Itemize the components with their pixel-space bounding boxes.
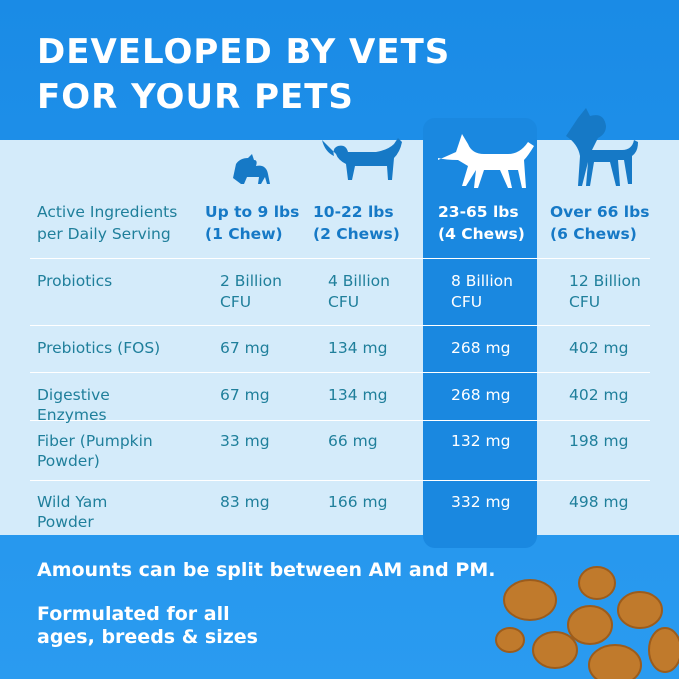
row-label: Prebiotics (FOS) <box>37 339 161 357</box>
row-divider <box>30 258 650 259</box>
column-header: 23-65 lbs (4 Chews) <box>438 203 525 243</box>
dog-icon <box>438 134 534 188</box>
chews <box>495 566 679 679</box>
dog-icon <box>322 138 402 180</box>
row-divider <box>30 480 650 481</box>
cell-value: 132 mg <box>451 432 511 450</box>
cell-value: 332 mg <box>451 493 511 511</box>
cell-value: 268 mg <box>451 339 511 357</box>
column-header: 10-22 lbs (2 Chews) <box>313 203 400 243</box>
cell-value: 4 Billion CFU <box>328 272 390 311</box>
column-header: Up to 9 lbs (1 Chew) <box>205 203 300 243</box>
highlight-column <box>423 118 537 548</box>
cell-value: 66 mg <box>328 432 378 450</box>
title-line: FOR YOUR PETS <box>37 77 354 117</box>
cell-value: 12 Billion CFU <box>569 272 641 311</box>
cell-value: 67 mg <box>220 339 270 357</box>
cell-value: 8 Billion CFU <box>451 272 513 311</box>
footer-note: Formulated for all ages, breeds & sizes <box>37 603 258 648</box>
row-label: Digestive Enzymes <box>37 386 110 424</box>
title-line: DEVELOPED BY VETS <box>37 32 451 72</box>
cell-value: 402 mg <box>569 339 629 357</box>
cell-value: 67 mg <box>220 386 270 404</box>
cell-value: 134 mg <box>328 339 388 357</box>
row-label: Fiber (Pumpkin Powder) <box>37 432 153 470</box>
cell-value: 268 mg <box>451 386 511 404</box>
cell-value: 402 mg <box>569 386 629 404</box>
cell-value: 33 mg <box>220 432 270 450</box>
table-panel <box>0 140 679 535</box>
dog-icon <box>233 154 270 184</box>
cell-value: 198 mg <box>569 432 629 450</box>
dog-icon <box>566 108 638 186</box>
footer-note: Amounts can be split between AM and PM. <box>37 559 496 581</box>
row-divider <box>30 372 650 373</box>
cell-value: 83 mg <box>220 493 270 511</box>
row-divider <box>30 325 650 326</box>
row-divider <box>30 420 650 421</box>
row-label: Probiotics <box>37 272 113 290</box>
cell-value: 2 Billion CFU <box>220 272 282 311</box>
column-header: Over 66 lbs (6 Chews) <box>550 203 650 243</box>
column-header: Active Ingredients per Daily Serving <box>37 203 178 243</box>
cell-value: 166 mg <box>328 493 388 511</box>
cell-value: 498 mg <box>569 493 629 511</box>
row-label: Wild Yam Powder <box>37 493 108 531</box>
cell-value: 134 mg <box>328 386 388 404</box>
